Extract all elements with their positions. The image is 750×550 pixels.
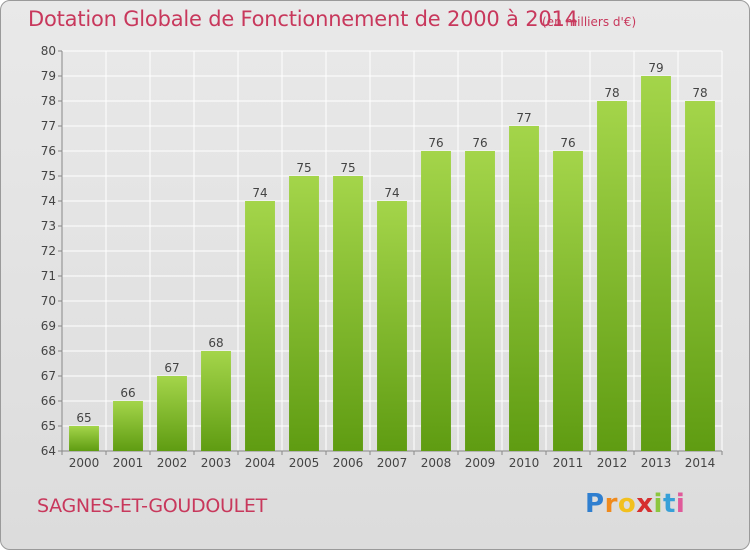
value-label-2004: 74 xyxy=(252,186,267,200)
logo-letter: t xyxy=(662,489,676,519)
bar-2012 xyxy=(597,101,627,451)
value-label-2013: 79 xyxy=(648,61,663,75)
logo-letter: i xyxy=(675,489,686,519)
bar-2013 xyxy=(641,76,671,451)
y-tick-label: 76 xyxy=(41,144,56,158)
value-label-2008: 76 xyxy=(428,136,443,150)
bars xyxy=(69,76,715,451)
y-tick-label: 73 xyxy=(41,219,56,233)
value-label-2000: 65 xyxy=(76,411,91,425)
logo-letter: r xyxy=(604,489,618,519)
bar-2010 xyxy=(509,126,539,451)
value-label-2006: 75 xyxy=(340,161,355,175)
value-label-2003: 68 xyxy=(208,336,223,350)
y-tick-label: 67 xyxy=(41,369,56,383)
value-label-2002: 67 xyxy=(164,361,179,375)
y-tick-label: 72 xyxy=(41,244,56,258)
y-tick-label: 70 xyxy=(41,294,56,308)
logo-letter: i xyxy=(653,489,663,519)
x-tick-label-2013: 2013 xyxy=(641,456,672,470)
value-label-2014: 78 xyxy=(692,86,707,100)
bar-2006 xyxy=(333,176,363,451)
value-label-2010: 77 xyxy=(516,111,531,125)
value-label-2012: 78 xyxy=(604,86,619,100)
y-tick-label: 78 xyxy=(41,94,56,108)
bar-2002 xyxy=(157,376,187,451)
value-label-2007: 74 xyxy=(384,186,399,200)
x-tick-label-2002: 2002 xyxy=(157,456,188,470)
value-label-2009: 76 xyxy=(472,136,487,150)
x-tick-label-2011: 2011 xyxy=(553,456,584,470)
chart-title: Dotation Globale de Fonctionnement de 20… xyxy=(28,7,578,31)
x-tick-label-2001: 2001 xyxy=(113,456,144,470)
bar-2011 xyxy=(553,151,583,451)
bar-2005 xyxy=(289,176,319,451)
y-tick-label: 77 xyxy=(41,119,56,133)
logo-letter: x xyxy=(636,489,654,519)
x-tick-label-2010: 2010 xyxy=(509,456,540,470)
bar-2003 xyxy=(201,351,231,451)
x-tick-label-2005: 2005 xyxy=(289,456,320,470)
proxiti-logo[interactable]: Proxiti xyxy=(585,489,685,519)
value-label-2011: 76 xyxy=(560,136,575,150)
y-tick-label: 74 xyxy=(41,194,56,208)
bar-2000 xyxy=(69,426,99,451)
y-tick-label: 68 xyxy=(41,344,56,358)
logo-letter: P xyxy=(585,489,605,519)
bar-2014 xyxy=(685,101,715,451)
y-tick-label: 65 xyxy=(41,419,56,433)
value-label-2001: 66 xyxy=(120,386,135,400)
y-tick-label: 66 xyxy=(41,394,56,408)
bar-2001 xyxy=(113,401,143,451)
x-tick-label-2009: 2009 xyxy=(465,456,496,470)
value-label-2005: 75 xyxy=(296,161,311,175)
x-tick-label-2007: 2007 xyxy=(377,456,408,470)
bar-2007 xyxy=(377,201,407,451)
x-tick-label-2000: 2000 xyxy=(69,456,100,470)
y-tick-label: 75 xyxy=(41,169,56,183)
x-tick-label-2006: 2006 xyxy=(333,456,364,470)
y-tick-label: 69 xyxy=(41,319,56,333)
x-tick-label-2014: 2014 xyxy=(685,456,716,470)
y-tick-label: 71 xyxy=(41,269,56,283)
y-tick-label: 79 xyxy=(41,69,56,83)
bar-2004 xyxy=(245,201,275,451)
y-tick-label: 64 xyxy=(41,444,56,458)
logo-letter: o xyxy=(617,489,637,519)
x-tick-label-2003: 2003 xyxy=(201,456,232,470)
y-tick-label: 80 xyxy=(41,44,56,58)
bar-2009 xyxy=(465,151,495,451)
x-tick-label-2012: 2012 xyxy=(597,456,628,470)
chart-subtitle: (en milliers d'€) xyxy=(542,15,637,29)
x-tick-label-2008: 2008 xyxy=(421,456,452,470)
commune-name: SAGNES-ET-GOUDOULET xyxy=(37,495,267,517)
x-tick-label-2004: 2004 xyxy=(245,456,276,470)
bar-2008 xyxy=(421,151,451,451)
data-labels: 65 66 67 68 74 75 75 74 76 76 77 76 78 79 78 xyxy=(76,61,707,425)
